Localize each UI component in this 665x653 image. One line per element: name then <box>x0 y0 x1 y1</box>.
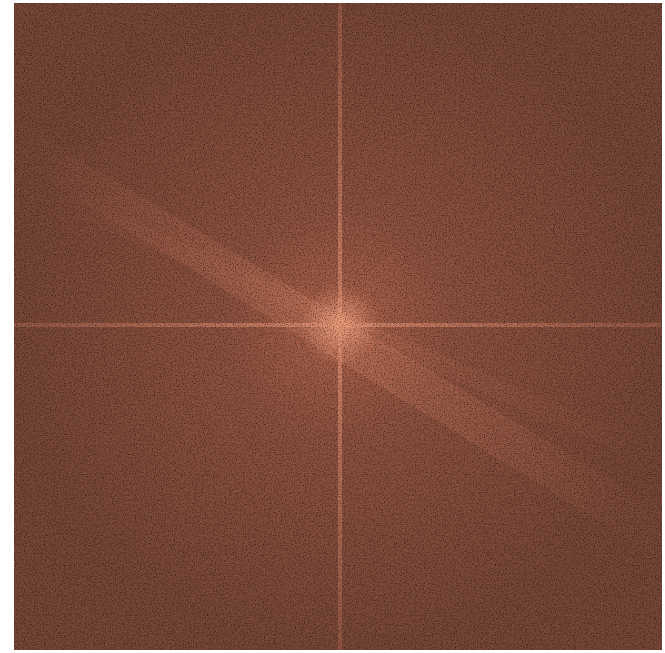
spectrum-image <box>14 3 662 650</box>
dark-specks <box>14 3 662 650</box>
